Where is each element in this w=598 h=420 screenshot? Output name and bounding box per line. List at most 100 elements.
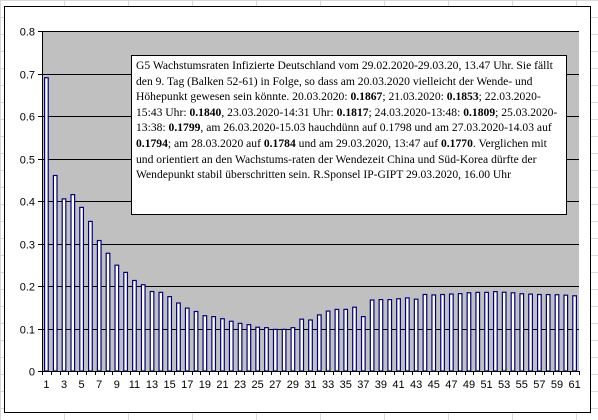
x-tick-label: 53 — [498, 379, 510, 391]
bar — [255, 326, 261, 372]
bar — [140, 284, 146, 372]
bar — [105, 252, 111, 372]
x-tick-label: 45 — [428, 379, 440, 391]
x-tick-label: 21 — [216, 379, 228, 391]
bar — [281, 328, 287, 372]
x-tick-label: 7 — [96, 379, 102, 391]
bar — [536, 293, 542, 372]
bar — [202, 315, 208, 372]
bar — [228, 320, 234, 372]
x-tick-label: 11 — [129, 379, 140, 391]
y-tick-label: 0.5 — [20, 155, 35, 167]
bar — [528, 293, 533, 372]
annotation-text: ; 24.03.2020-13:48: — [368, 105, 464, 119]
x-tick-label: 41 — [392, 379, 404, 391]
bar — [96, 239, 102, 372]
annotation-value: 0.1853 — [446, 90, 479, 104]
annotation-value: 0.1784 — [263, 136, 296, 150]
bar — [360, 316, 366, 372]
annotation-value: 0.1770 — [440, 136, 473, 150]
bar — [184, 307, 190, 372]
bar — [79, 206, 85, 372]
x-tick-label: 35 — [340, 379, 352, 391]
annotation-value: 0.1809 — [463, 105, 496, 119]
x-tick-label: 37 — [357, 379, 369, 391]
bar — [440, 293, 445, 372]
bar — [475, 291, 481, 372]
x-tick-label: 29 — [287, 379, 299, 391]
bar — [466, 292, 472, 372]
bar — [501, 291, 507, 372]
bar — [272, 328, 278, 372]
x-tick-label: 59 — [551, 379, 563, 391]
bar — [484, 291, 489, 372]
bar — [264, 327, 269, 372]
y-tick-label: 0.4 — [20, 197, 35, 209]
bar — [563, 294, 569, 372]
bar — [149, 290, 155, 372]
y-tick-label: 0.1 — [20, 325, 35, 337]
bar — [387, 299, 393, 372]
x-tick-label: 61 — [568, 379, 580, 391]
annotation-value: 0.1817 — [336, 105, 369, 119]
bar — [510, 292, 516, 372]
x-tick-label: 23 — [234, 379, 246, 391]
annotation-text: . Verglichen mit und orientiert an den W… — [136, 136, 547, 182]
annotation-value: 0.1794 — [136, 136, 168, 150]
annotation-text: ; 25.03.2020-13:38: — [136, 105, 558, 135]
bar — [316, 314, 322, 372]
bar — [52, 174, 58, 372]
x-tick-label: 39 — [375, 379, 387, 391]
x-tick-label: 13 — [146, 379, 158, 391]
x-tick-label: 17 — [181, 379, 193, 391]
x-tick-label: 9 — [114, 379, 120, 391]
x-tick-label: 43 — [410, 379, 422, 391]
bar — [193, 310, 199, 372]
bar — [396, 298, 401, 372]
bar — [158, 291, 164, 372]
x-tick-label: 51 — [480, 379, 492, 391]
bar — [422, 293, 428, 372]
y-axis-ticks: 0 0.1 0.2 0.3 0.4 0.5 0.6 0.7 0.8 — [20, 27, 42, 379]
bar — [325, 310, 331, 372]
x-tick-label: 47 — [445, 379, 457, 391]
x-tick-label: 15 — [164, 379, 176, 391]
annotation-text: ; 21.03.2020: — [382, 90, 447, 104]
x-tick-label: 19 — [199, 379, 211, 391]
x-tick-label: 57 — [533, 379, 545, 391]
bar — [132, 279, 137, 372]
bar — [545, 293, 551, 372]
bar — [343, 308, 349, 372]
x-tick-label: 1 — [43, 379, 49, 391]
bar — [61, 198, 67, 372]
bar — [308, 319, 313, 372]
bar — [352, 306, 357, 372]
bar — [431, 294, 437, 372]
x-tick-label: 27 — [269, 379, 281, 391]
y-tick-label: 0.6 — [20, 112, 35, 124]
bar — [378, 299, 384, 372]
x-tick-label: 5 — [79, 379, 85, 391]
bar — [167, 296, 173, 372]
bar — [246, 324, 252, 372]
bar — [237, 322, 243, 372]
x-tick-label: 33 — [322, 379, 334, 391]
annotation-text: , 23.03.2020-14:31 Uhr: — [221, 105, 337, 119]
bar — [299, 318, 305, 372]
bar — [211, 316, 217, 372]
x-tick-label: 3 — [61, 379, 67, 391]
bar — [114, 264, 120, 372]
bar — [88, 220, 93, 372]
annotation-value: 0.1799 — [168, 121, 201, 135]
y-tick-label: 0.2 — [20, 282, 35, 294]
bar — [334, 308, 340, 372]
bar — [369, 299, 375, 372]
bar — [220, 318, 225, 372]
annotation-text: ; am 28.03.2020 auf — [167, 136, 264, 150]
y-tick-label: 0.3 — [20, 240, 35, 252]
x-tick-label: 49 — [463, 379, 475, 391]
bar — [290, 327, 296, 372]
x-tick-label: 55 — [516, 379, 528, 391]
y-tick-label: 0.7 — [20, 70, 35, 82]
y-tick-label: 0.8 — [20, 27, 35, 39]
